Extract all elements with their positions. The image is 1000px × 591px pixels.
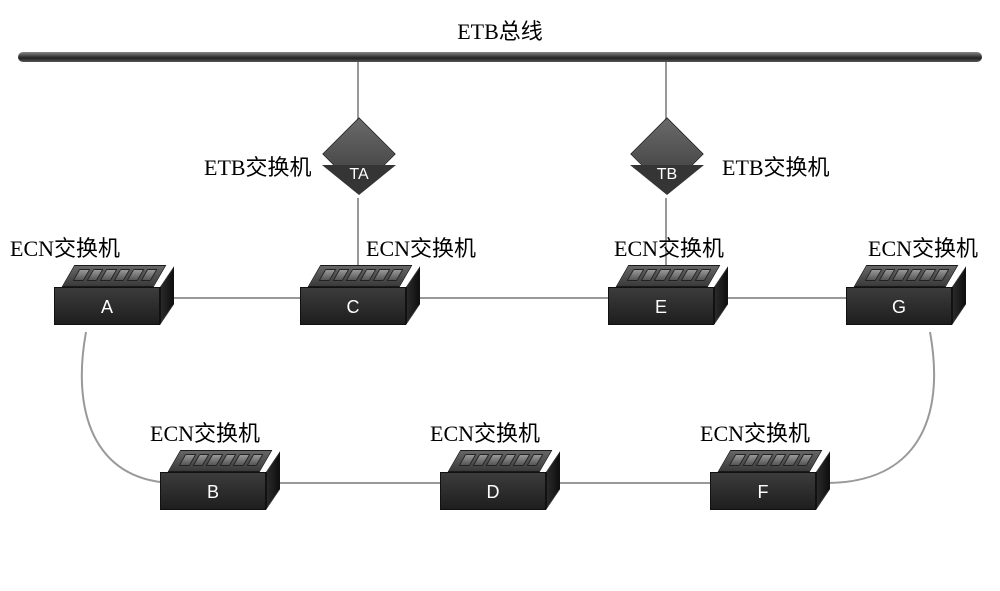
ecn-switch-C: C: [300, 265, 420, 335]
connector-horizontal: [170, 297, 316, 299]
ecn-switch-G: G: [846, 265, 966, 335]
etb-switch-label: ETB交换机: [204, 150, 312, 182]
ecn-switch-label: ECN交换机: [366, 231, 476, 263]
ecn-switch-A: A: [54, 265, 174, 335]
ecn-switch-ports: [627, 269, 712, 281]
ecn-switch-ports: [729, 454, 814, 466]
ecn-switch-B: B: [160, 450, 280, 520]
ecn-switch-id: D: [440, 472, 546, 510]
ecn-switch-side: [952, 266, 966, 325]
ecn-switch-label: ECN交换机: [150, 416, 260, 448]
connector-horizontal: [416, 297, 624, 299]
ecn-switch-side: [816, 451, 830, 510]
ecn-switch-ports: [459, 454, 544, 466]
ecn-switch-id: A: [54, 287, 160, 325]
ecn-switch-label: ECN交换机: [430, 416, 540, 448]
ecn-switch-side: [406, 266, 420, 325]
ecn-switch-id: B: [160, 472, 266, 510]
ecn-switch-id: G: [846, 287, 952, 325]
ecn-switch-D: D: [440, 450, 560, 520]
ecn-switch-F: F: [710, 450, 830, 520]
ecn-switch-id: C: [300, 287, 406, 325]
ecn-switch-side: [546, 451, 560, 510]
ecn-switch-label: ECN交换机: [10, 231, 120, 263]
ecn-switch-ports: [865, 269, 950, 281]
connector-horizontal: [556, 482, 726, 484]
etb-switch-TA: TA: [322, 128, 396, 202]
ecn-switch-label: ECN交换机: [868, 231, 978, 263]
ecn-switch-side: [714, 266, 728, 325]
connector-horizontal: [724, 297, 862, 299]
etb-switch-id: TA: [333, 165, 385, 195]
ecn-switch-id: F: [710, 472, 816, 510]
connector-vertical: [357, 198, 359, 268]
connector-horizontal: [276, 482, 456, 484]
ecn-switch-ports: [73, 269, 158, 281]
ecn-switch-label: ECN交换机: [614, 231, 724, 263]
ecn-switch-side: [266, 451, 280, 510]
ecn-switch-label: ECN交换机: [700, 416, 810, 448]
etb-switch-id: TB: [641, 165, 693, 195]
ecn-switch-E: E: [608, 265, 728, 335]
ecn-switch-id: E: [608, 287, 714, 325]
ecn-switch-ports: [179, 454, 264, 466]
etb-switch-label: ETB交换机: [722, 150, 830, 182]
page-title: ETB总线: [457, 14, 543, 46]
ecn-switch-side: [160, 266, 174, 325]
ecn-switch-ports: [319, 269, 404, 281]
etb-bus-line: [18, 52, 982, 62]
etb-switch-TB: TB: [630, 128, 704, 202]
